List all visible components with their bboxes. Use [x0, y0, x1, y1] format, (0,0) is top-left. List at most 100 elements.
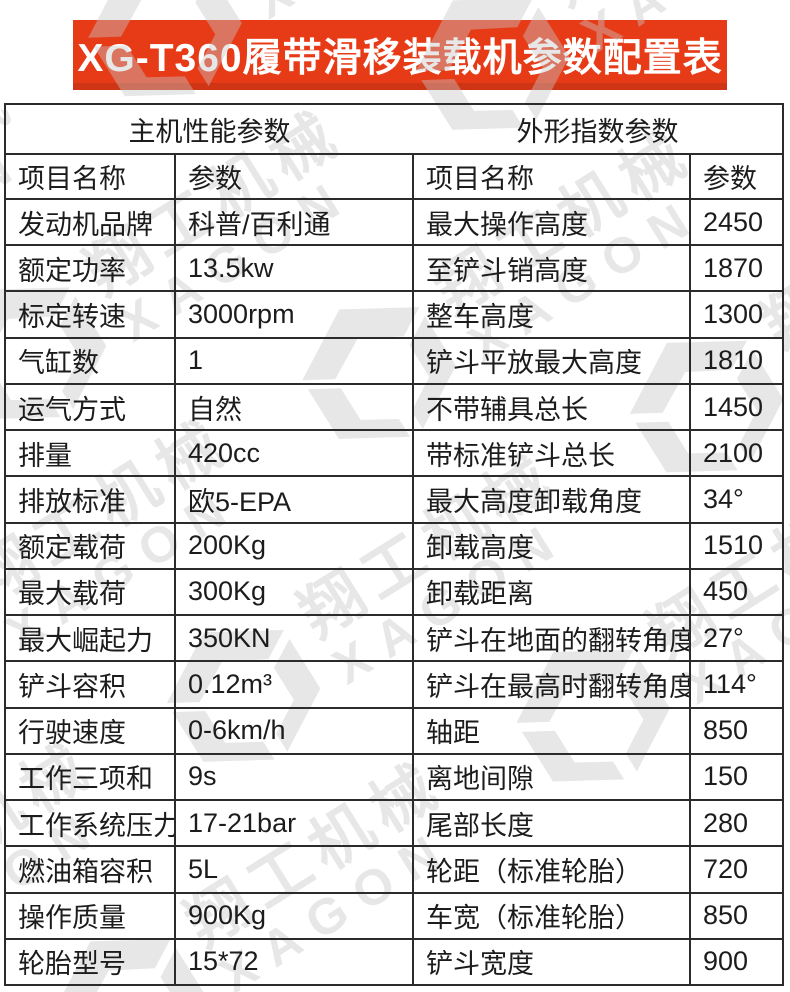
item-name-right: 最大操作高度	[412, 197, 691, 247]
param-value-left: 15*72	[174, 937, 414, 987]
item-name-left: 操作质量	[4, 891, 176, 940]
table-row: 最大载荷 300Kg 卸载距离 450	[4, 567, 784, 617]
table-row: 工作三项和 9s 离地间隙 150	[4, 752, 784, 802]
param-value-right: 850	[689, 891, 784, 940]
param-value-right: 450	[689, 567, 784, 617]
param-value-right: 2100	[689, 429, 784, 478]
param-value-right: 1300	[689, 290, 784, 339]
table-row: 操作质量 900Kg 车宽（标准轮胎） 850	[4, 891, 784, 940]
param-value-left: 200Kg	[174, 521, 414, 570]
table-row: 工作系统压力 17-21bar 尾部长度 280	[4, 799, 784, 848]
item-name-left: 工作系统压力	[4, 799, 176, 848]
column-header-param-right: 参数	[689, 153, 784, 200]
param-value-left: 900Kg	[174, 891, 414, 940]
table-row: 标定转速 3000rpm 整车高度 1300	[4, 290, 784, 339]
item-name-left: 铲斗容积	[4, 660, 176, 709]
item-name-left: 发动机品牌	[4, 197, 176, 247]
table-row: 燃油箱容积 5L 轮距（标准轮胎） 720	[4, 845, 784, 894]
item-name-left: 额定功率	[4, 244, 176, 293]
param-value-right: 850	[689, 706, 784, 755]
item-name-right: 铲斗宽度	[412, 937, 691, 987]
column-header-item-left: 项目名称	[4, 153, 176, 200]
param-value-left: 0-6km/h	[174, 706, 414, 755]
param-value-left: 1	[174, 336, 414, 385]
item-name-right: 尾部长度	[412, 799, 691, 848]
param-value-right: 34°	[689, 475, 784, 524]
table-row: 最大崛起力 350KN 铲斗在地面的翻转角度 27°	[4, 614, 784, 663]
table-row: 额定载荷 200Kg 卸载高度 1510	[4, 521, 784, 570]
param-value-left: 科普/百利通	[174, 197, 414, 247]
item-name-right: 轴距	[412, 706, 691, 755]
item-name-right: 铲斗平放最大高度	[412, 336, 691, 385]
item-name-right: 卸载距离	[412, 567, 691, 617]
item-name-right: 整车高度	[412, 290, 691, 339]
param-value-right: 720	[689, 845, 784, 894]
item-name-left: 标定转速	[4, 290, 176, 339]
param-value-right: 27°	[689, 614, 784, 663]
watermark-cn-text: 翔工机械	[538, 0, 790, 19]
param-value-right: 280	[689, 799, 784, 848]
item-name-right: 至铲斗销高度	[412, 244, 691, 293]
section-header-dimensions: 外形指数参数	[413, 103, 784, 155]
table-row: 运气方式 自然 不带辅具总长 1450	[4, 382, 784, 432]
table-row: 铲斗容积 0.12m³ 铲斗在最高时翻转角度 114°	[4, 660, 784, 709]
watermark-en-text: XAGON	[0, 0, 168, 10]
param-value-left: 9s	[174, 752, 414, 802]
item-name-right: 离地间隙	[412, 752, 691, 802]
spec-table: 主机性能参数 外形指数参数 项目名称 参数 项目名称 参数 发动机品牌 科普/百利…	[4, 103, 784, 987]
item-name-left: 运气方式	[4, 382, 176, 432]
param-value-right: 1870	[689, 244, 784, 293]
column-header-param-left: 参数	[174, 153, 414, 200]
spec-table-container: 主机性能参数 外形指数参数 项目名称 参数 项目名称 参数 发动机品牌 科普/百利…	[4, 103, 784, 987]
section-header-row: 主机性能参数 外形指数参数	[4, 103, 784, 155]
item-name-left: 气缸数	[4, 336, 176, 385]
item-name-left: 最大载荷	[4, 567, 176, 617]
param-value-left: 5L	[174, 845, 414, 894]
param-value-left: 0.12m³	[174, 660, 414, 709]
column-header-row: 项目名称 参数 项目名称 参数	[4, 153, 784, 200]
table-row: 额定功率 13.5kw 至铲斗销高度 1870	[4, 244, 784, 293]
param-value-right: 114°	[689, 660, 784, 709]
title-banner: XG-T360履带滑移装载机参数配置表	[73, 20, 727, 90]
table-row: 行驶速度 0-6km/h 轴距 850	[4, 706, 784, 755]
item-name-right: 不带辅具总长	[412, 382, 691, 432]
param-value-left: 420cc	[174, 429, 414, 478]
item-name-left: 行驶速度	[4, 706, 176, 755]
param-value-left: 300Kg	[174, 567, 414, 617]
item-name-right: 铲斗在地面的翻转角度	[412, 614, 691, 663]
param-value-left: 17-21bar	[174, 799, 414, 848]
table-row: 轮胎型号 15*72 铲斗宽度 900	[4, 937, 784, 987]
param-value-left: 自然	[174, 382, 414, 432]
item-name-left: 轮胎型号	[4, 937, 176, 987]
param-value-right: 1450	[689, 382, 784, 432]
column-header-item-right: 项目名称	[412, 153, 691, 200]
item-name-left: 额定载荷	[4, 521, 176, 570]
table-row: 排量 420cc 带标准铲斗总长 2100	[4, 429, 784, 478]
param-value-right: 150	[689, 752, 784, 802]
item-name-left: 燃油箱容积	[4, 845, 176, 894]
param-value-left: 3000rpm	[174, 290, 414, 339]
item-name-right: 卸载高度	[412, 521, 691, 570]
item-name-right: 带标准铲斗总长	[412, 429, 691, 478]
param-value-right: 2450	[689, 197, 784, 247]
item-name-left: 工作三项和	[4, 752, 176, 802]
table-row: 气缸数 1 铲斗平放最大高度 1810	[4, 336, 784, 385]
section-header-performance: 主机性能参数	[4, 103, 413, 155]
page-title: XG-T360履带滑移装载机参数配置表	[77, 37, 723, 80]
param-value-right: 900	[689, 937, 784, 987]
table-row: 排放标准 欧5-EPA 最大高度卸载角度 34°	[4, 475, 784, 524]
item-name-right: 铲斗在最高时翻转角度	[412, 660, 691, 709]
item-name-right: 车宽（标准轮胎）	[412, 891, 691, 940]
table-row: 发动机品牌 科普/百利通 最大操作高度 2450	[4, 197, 784, 247]
param-value-right: 1810	[689, 336, 784, 385]
item-name-left: 排量	[4, 429, 176, 478]
param-value-left: 13.5kw	[174, 244, 414, 293]
item-name-left: 排放标准	[4, 475, 176, 524]
param-value-left: 欧5-EPA	[174, 475, 414, 524]
item-name-right: 轮距（标准轮胎）	[412, 845, 691, 894]
param-value-left: 350KN	[174, 614, 414, 663]
item-name-right: 最大高度卸载角度	[412, 475, 691, 524]
item-name-left: 最大崛起力	[4, 614, 176, 663]
param-value-right: 1510	[689, 521, 784, 570]
